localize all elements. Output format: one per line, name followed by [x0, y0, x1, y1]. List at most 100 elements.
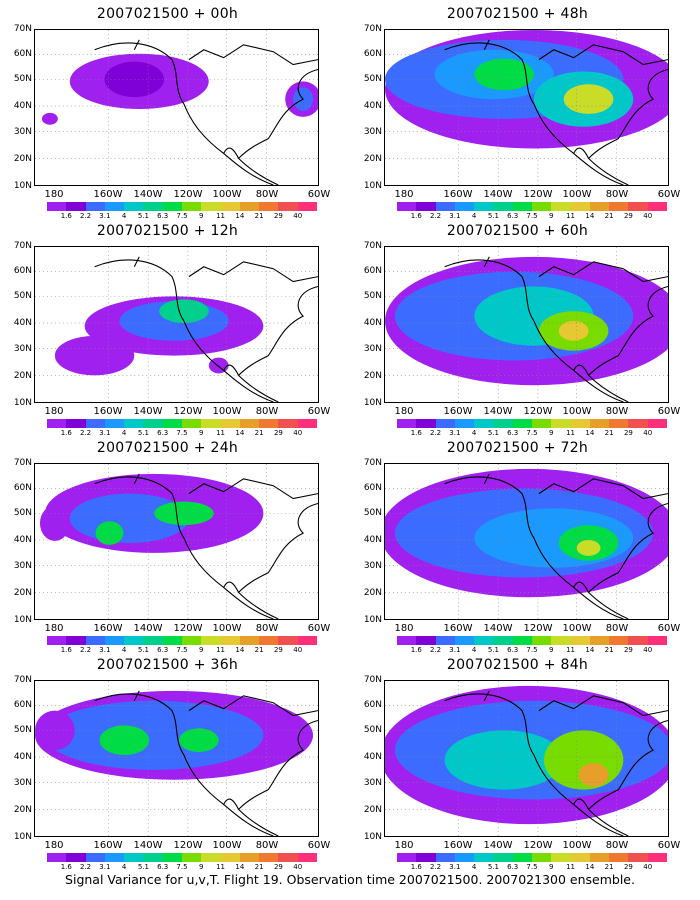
map-72h	[384, 463, 669, 620]
colorbar-tick-label: 40	[643, 212, 653, 220]
colorbar-tick-label: 29	[623, 212, 633, 220]
colorbar-swatch	[397, 636, 417, 645]
colorbar-swatch	[259, 202, 279, 211]
longitude-label: 160W	[443, 406, 473, 417]
latitude-label: 40N	[13, 535, 32, 545]
colorbar-tick-label: 2.2	[79, 863, 92, 871]
longitude-label: 160W	[443, 623, 473, 634]
latitude-label: 10N	[13, 181, 32, 191]
panel-48h: 2007021500 + 48h 70N 60N 50N 40N 30N 20N 10N 18…	[350, 6, 685, 228]
colorbar-swatch	[297, 636, 317, 645]
longitude-label: 100W	[212, 406, 242, 417]
colorbar-swatch	[531, 419, 552, 428]
panel-84h: 2007021500 + 84h 70N 60N 50N 40N 30N 20N 10N 18…	[350, 657, 685, 879]
coastline	[444, 690, 668, 836]
latitude-label: 70N	[13, 458, 32, 468]
colorbar-swatch	[124, 419, 144, 428]
colorbar-swatch	[416, 853, 436, 862]
longitude-label: 140W	[133, 406, 163, 417]
colorbar-swatch	[493, 202, 513, 211]
colorbar-swatch	[628, 419, 648, 428]
colorbar-tick-label: 7.5	[176, 212, 188, 220]
panel-12h: 2007021500 + 12h 70N 60N 50N 40N 30N 20N 10N 18…	[0, 223, 335, 445]
variance-region	[576, 540, 601, 556]
longitude-label: 180	[44, 189, 64, 200]
longitude-label: 60W	[307, 623, 331, 634]
coastline	[94, 473, 318, 619]
map-field	[385, 247, 668, 402]
colorbar-tick-label: 29	[623, 863, 633, 871]
colorbar-tick-label: 5.1	[487, 429, 499, 437]
latitude-label: 20N	[13, 588, 32, 598]
longitude-label: 180	[44, 840, 64, 851]
colorbar-swatch	[124, 636, 144, 645]
colorbar-tick-label: 7.5	[526, 429, 538, 437]
colorbar-tick-label: 4	[121, 429, 127, 437]
map-48h	[384, 29, 669, 186]
colorbar-swatch	[201, 419, 221, 428]
colorbar-tick-label: 9	[199, 212, 204, 220]
latitude-label: 20N	[363, 371, 382, 381]
colorbar-tick-label: 11	[566, 646, 576, 654]
longitude-label: 60W	[657, 406, 681, 417]
colorbar-tick-label: 40	[293, 863, 303, 871]
colorbar-swatch	[609, 636, 629, 645]
latitude-label: 40N	[13, 318, 32, 328]
latitude-label: 70N	[363, 458, 382, 468]
colorbar-tick-label: 7.5	[176, 863, 188, 871]
latitude-label: 10N	[363, 832, 382, 842]
colorbar-swatch	[181, 853, 202, 862]
colorbar-tick-label: 7.5	[526, 212, 538, 220]
colorbar-swatch	[589, 419, 610, 428]
colorbar-tick-label: 14	[585, 646, 595, 654]
colorbar-tick-label: 11	[566, 863, 576, 871]
colorbar-tick-label: 29	[273, 646, 283, 654]
latitude-label: 70N	[363, 24, 382, 34]
colorbar-swatch	[47, 853, 67, 862]
colorbar-tick-label: 29	[623, 429, 633, 437]
colorbar-labels: 1.6 2.2 3.1 4 5.1 6.3 7.5 9 11 14 21 29 40	[397, 863, 667, 873]
latitude-label: 70N	[363, 241, 382, 251]
latitude-label: 50N	[363, 291, 382, 301]
colorbar-swatch	[143, 202, 163, 211]
coastline	[444, 39, 668, 185]
longitude-label: 160W	[443, 189, 473, 200]
latitude-label: 30N	[363, 778, 382, 788]
longitude-label: 140W	[483, 189, 513, 200]
colorbar	[397, 202, 667, 211]
map-field	[35, 247, 318, 402]
colorbar-tick-label: 2.2	[429, 863, 442, 871]
latitude-label: 60N	[13, 266, 32, 276]
colorbar-swatch	[143, 636, 163, 645]
panel-title: 2007021500 + 00h	[96, 6, 239, 22]
latitude-label: 50N	[363, 74, 382, 84]
colorbar-tick-label: 1.6	[60, 646, 72, 654]
colorbar-tick-label: 9	[549, 429, 554, 437]
colorbar-tick-label: 2.2	[429, 646, 442, 654]
colorbar-swatch	[551, 419, 571, 428]
colorbar-swatch	[259, 419, 279, 428]
map-field	[385, 464, 668, 619]
colorbar-tick-label: 11	[216, 212, 226, 220]
colorbar-swatch	[454, 202, 475, 211]
colorbar-tick-label: 6.3	[157, 646, 169, 654]
colorbar-swatch	[628, 636, 648, 645]
colorbar-tick-label: 5.1	[137, 863, 149, 871]
colorbar-tick-label: 21	[254, 863, 264, 871]
colorbar-tick-label: 4	[121, 863, 127, 871]
colorbar-tick-label: 6.3	[157, 863, 169, 871]
longitude-label: 80W	[255, 189, 279, 200]
colorbar-tick-label: 40	[293, 646, 303, 654]
colorbar-tick-label: 5.1	[487, 212, 499, 220]
colorbar-tick-label: 6.3	[507, 646, 519, 654]
colorbar-swatch	[647, 419, 667, 428]
colorbar-swatch	[416, 636, 436, 645]
variance-region	[39, 505, 70, 542]
colorbar-tick-label: 4	[121, 212, 127, 220]
colorbar-tick-label: 9	[549, 212, 554, 220]
map-field	[35, 464, 318, 619]
colorbar-swatch	[454, 853, 475, 862]
colorbar-swatch	[570, 853, 590, 862]
latitude-label: 10N	[363, 181, 382, 191]
colorbar-tick-label: 2.2	[429, 212, 442, 220]
